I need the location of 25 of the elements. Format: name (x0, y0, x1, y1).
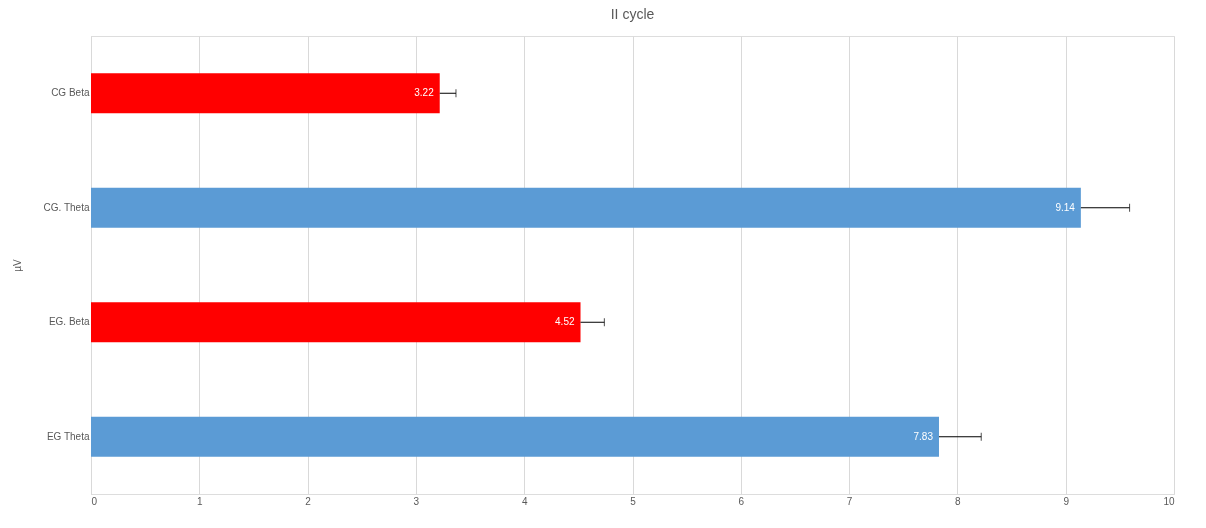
x-tick-label: 1 (197, 495, 204, 507)
bar (91, 73, 440, 114)
y-tick-label: EG. Beta (48, 316, 90, 328)
bar (91, 416, 939, 457)
y-tick-label: CG Beta (51, 87, 90, 99)
bar (91, 187, 1081, 228)
x-tick-label: 10 (1163, 495, 1175, 507)
bar (91, 302, 581, 343)
data-label: 9.14 (1055, 201, 1076, 213)
x-tick-label: 8 (955, 495, 962, 507)
y-tick-label: EG Theta (46, 430, 90, 442)
x-tick-label: 7 (846, 495, 853, 507)
x-tick-label: 5 (630, 495, 637, 507)
x-tick-label: 9 (1063, 495, 1070, 507)
x-tick-label: 3 (413, 495, 420, 507)
chart-title: II cycle (610, 6, 655, 22)
y-axis-title: µV (12, 258, 24, 272)
x-tick-label: 2 (305, 495, 312, 507)
y-tick-label: CG. Theta (43, 201, 90, 213)
x-tick-label: 6 (738, 495, 745, 507)
x-tick-label: 4 (521, 495, 528, 507)
data-label: 3.22 (414, 87, 435, 99)
x-tick-label: 0 (91, 495, 98, 507)
data-label: 4.52 (555, 316, 575, 328)
data-label: 7.83 (913, 430, 934, 442)
